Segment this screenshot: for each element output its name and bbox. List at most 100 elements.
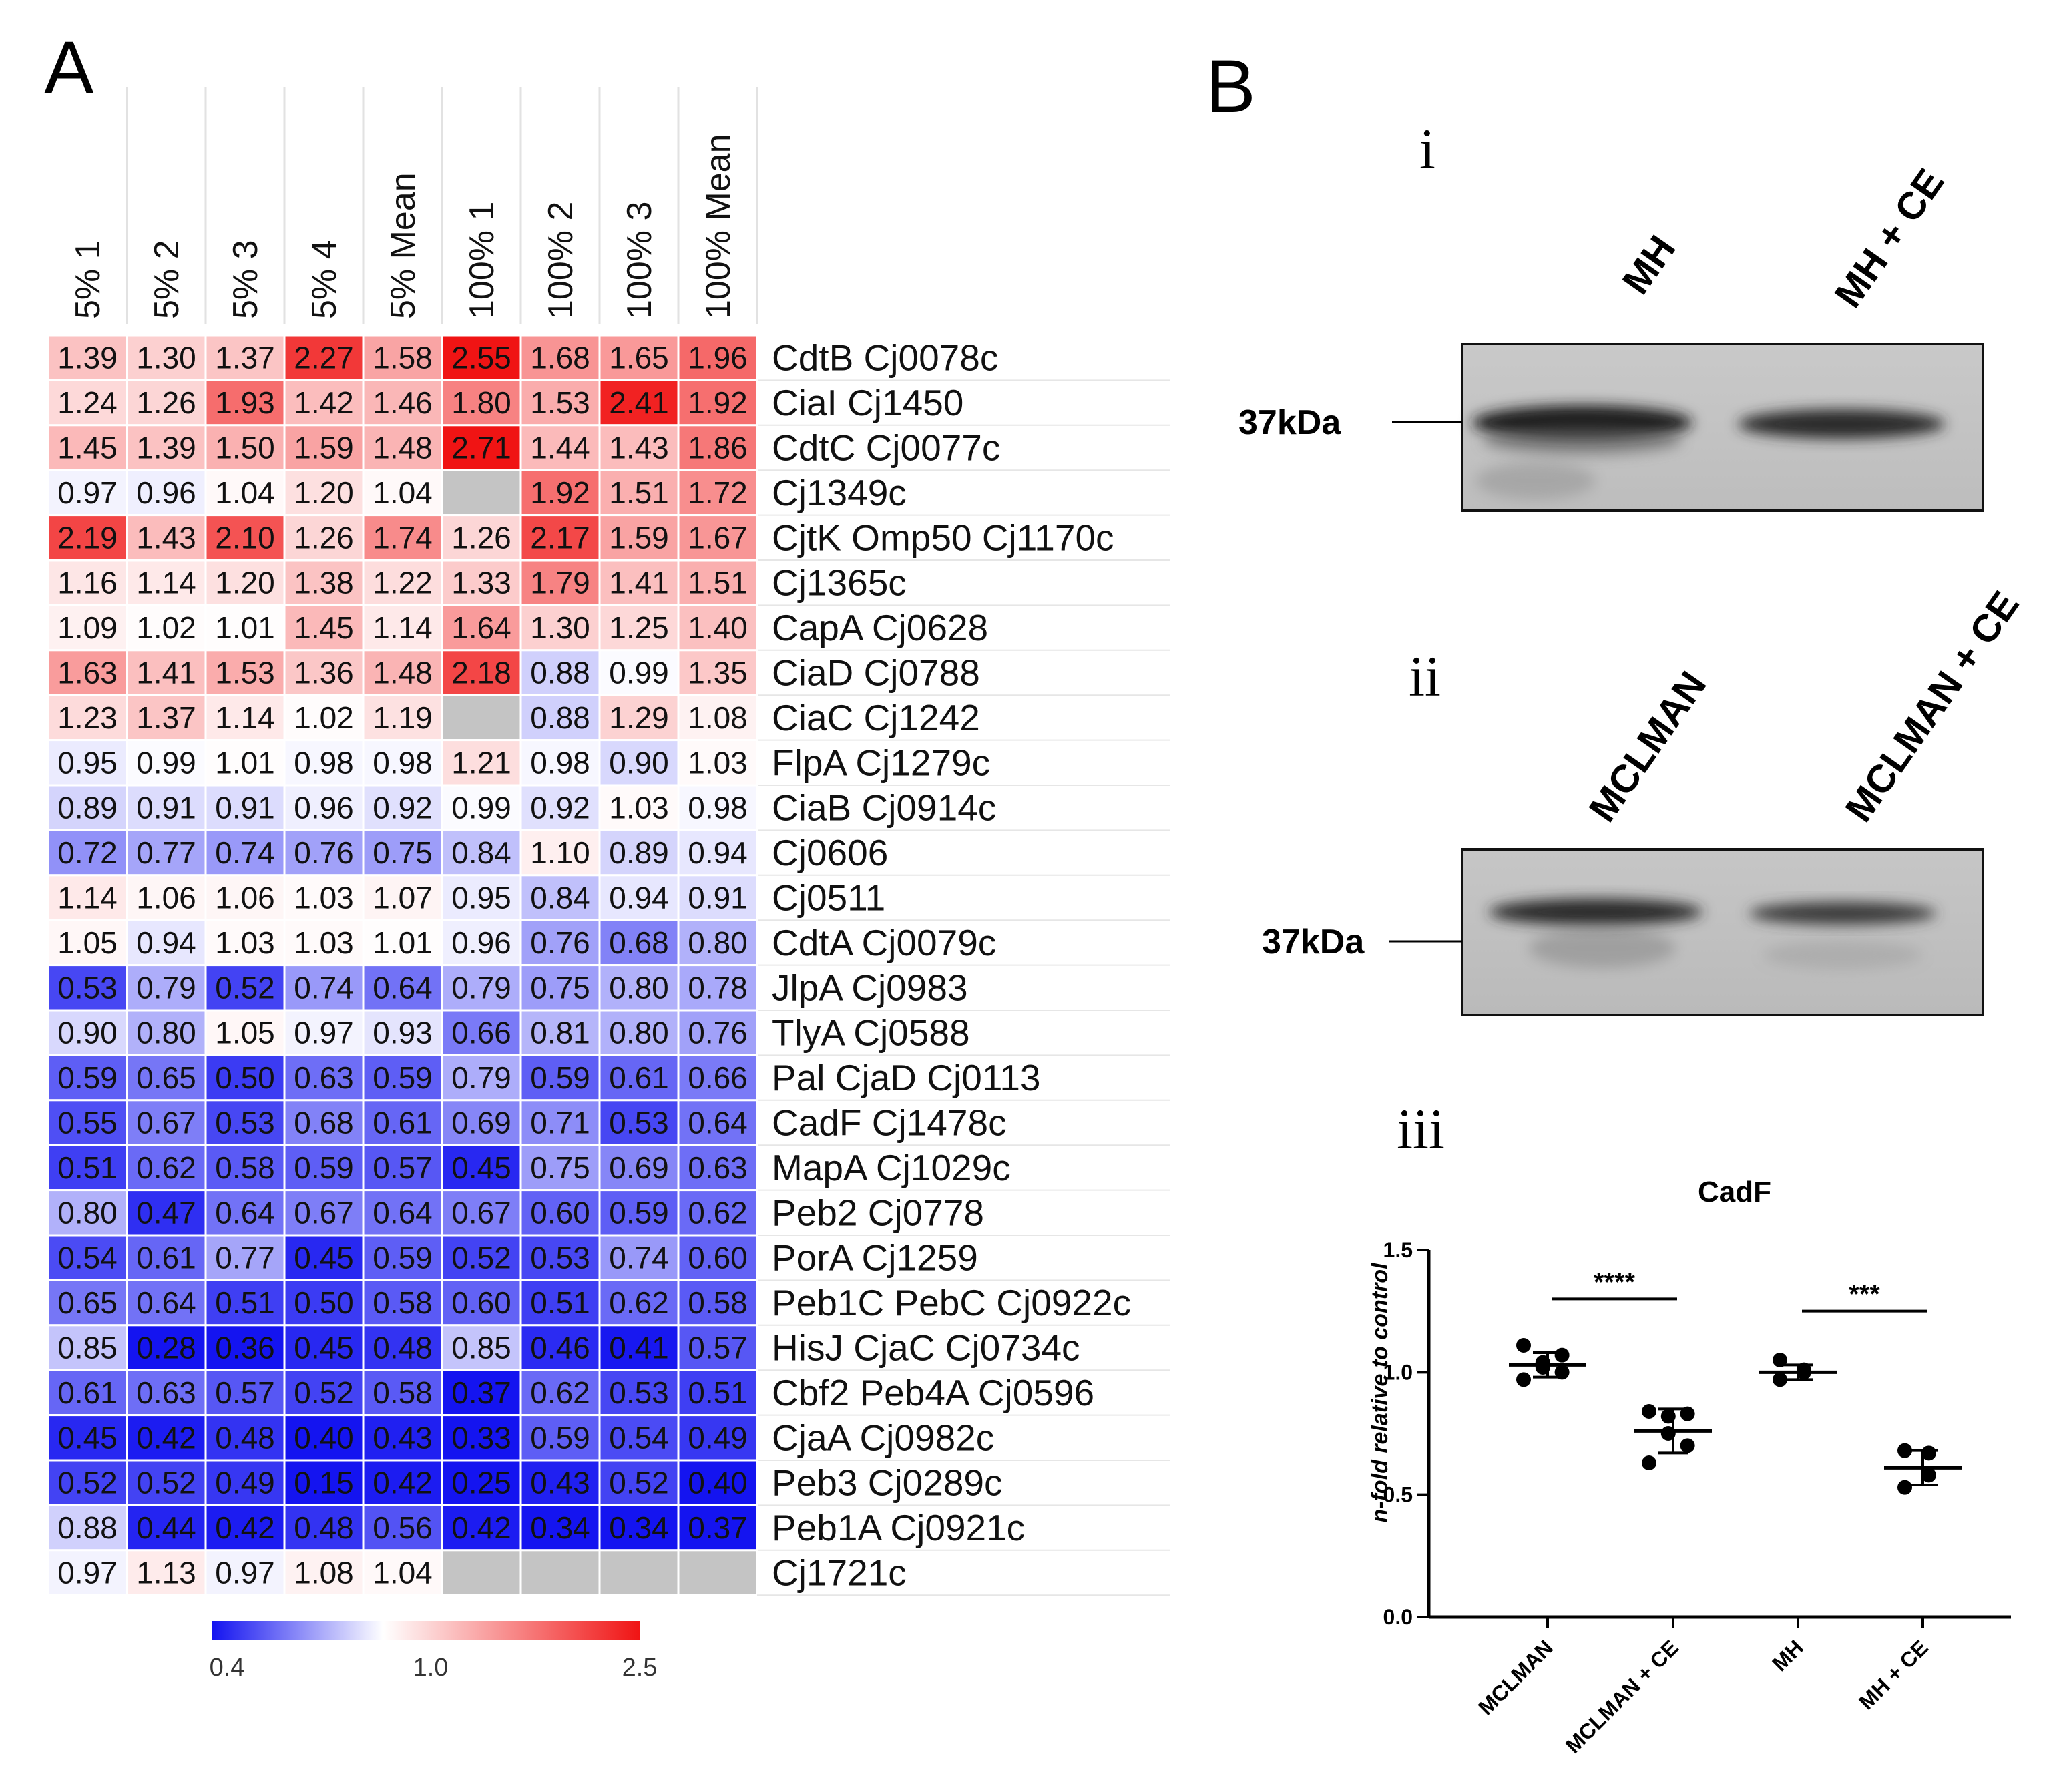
- heatmap-cell: [283, 1279, 365, 1327]
- heatmap-cell-value: 1.19: [373, 700, 433, 735]
- dotplot-point: [1773, 1353, 1787, 1367]
- heatmap-cell-value: 0.15: [294, 1466, 354, 1500]
- dotplot-ylabel: n-fold relative to control: [1367, 1262, 1393, 1523]
- heatmap-cell-value: 0.37: [451, 1375, 511, 1410]
- heatmap-cell-value: 0.60: [530, 1195, 590, 1230]
- heatmap-cell: [677, 1234, 758, 1281]
- heatmap-cell-value: 1.39: [57, 341, 118, 375]
- heatmap-cell-value: 0.60: [451, 1285, 511, 1320]
- heatmap-cell: [204, 784, 286, 831]
- heatmap-cell-value: 0.63: [294, 1060, 354, 1095]
- heatmap-cell: [283, 829, 365, 877]
- heatmap-cell-value: 0.53: [530, 1241, 590, 1275]
- heatmap-cell: [204, 604, 286, 652]
- heatmap-cell: [598, 784, 680, 831]
- heatmap-cell-value: 0.97: [294, 1016, 354, 1050]
- heatmap-cell-value: 0.72: [57, 835, 118, 870]
- heatmap-cell-value: 0.93: [373, 1016, 433, 1050]
- heatmap-cell: [441, 784, 522, 831]
- color-scale-tick-max: 2.5: [622, 1654, 658, 1682]
- heatmap-cell: [519, 919, 601, 967]
- heatmap-cell-value: 0.97: [215, 1556, 275, 1590]
- heatmap-cell-value: 0.97: [57, 475, 118, 510]
- dotplot-y-tick-label: 1.0: [1383, 1360, 1413, 1384]
- heatmap-cell-value: 0.92: [373, 791, 433, 825]
- heatmap-cell-value: 0.52: [294, 1375, 354, 1410]
- heatmap-cell-value: 1.44: [530, 431, 590, 465]
- dotplot-point: [1554, 1365, 1570, 1380]
- heatmap-cell-value: 1.93: [215, 385, 275, 420]
- heatmap-cell: [126, 739, 207, 787]
- heatmap-cell-value: 0.59: [609, 1195, 669, 1230]
- heatmap-cell-value: 0.68: [294, 1106, 354, 1140]
- heatmap-cell: [47, 379, 128, 427]
- heatmap-cell-value: 0.58: [688, 1285, 748, 1320]
- heatmap-cell-value: 0.64: [373, 970, 433, 1005]
- heatmap-cell-value: 2.18: [451, 656, 511, 690]
- heatmap-cell-value: 2.10: [215, 520, 275, 555]
- heatmap-cell-value: 0.59: [373, 1060, 433, 1095]
- heatmap-cell-value: 0.78: [688, 970, 748, 1005]
- heatmap: 5% 1 5% 2 5% 3 5% 4 5% Mean 100% 1 100% 2 100% …: [47, 87, 1170, 1596]
- heatmap-cell-value: 0.64: [373, 1195, 433, 1230]
- heatmap-cell: [126, 1549, 207, 1596]
- dotplot-title: CadF: [1698, 1176, 1771, 1208]
- row-label: CdtB Cj0078c: [772, 337, 998, 379]
- heatmap-cell-value: 0.79: [136, 970, 196, 1005]
- column-header: 5% 3: [226, 240, 265, 319]
- heatmap-cell-value: 1.63: [57, 656, 118, 690]
- heatmap-cell-value: 0.50: [215, 1060, 275, 1095]
- heatmap-cell-value: 0.69: [451, 1106, 511, 1140]
- heatmap-cell: [283, 964, 365, 1012]
- heatmap-cell: [204, 1459, 286, 1506]
- panel-letter-a: A: [44, 26, 94, 109]
- heatmap-cell: [204, 1504, 286, 1552]
- column-header: 5% Mean: [384, 172, 423, 319]
- color-scale-tick-min: 0.4: [210, 1654, 245, 1682]
- heatmap-cell-value: 0.74: [609, 1241, 669, 1275]
- heatmap-cell: [283, 424, 365, 471]
- heatmap-cell-value: 0.96: [294, 791, 354, 825]
- blot-ii-marker-label: 37kDa: [1262, 923, 1365, 961]
- heatmap-cell-value: 0.58: [373, 1375, 433, 1410]
- heatmap-cell-value: 0.88: [530, 700, 590, 735]
- heatmap-cell: [677, 874, 758, 921]
- heatmap-cell: [677, 334, 758, 381]
- heatmap-cell: [362, 379, 443, 427]
- heatmap-cell: [677, 1054, 758, 1102]
- heatmap-cell-value: 0.92: [530, 791, 590, 825]
- heatmap-cell: [362, 1234, 443, 1281]
- heatmap-cell-value: 1.21: [451, 745, 511, 780]
- row-label: Peb1A Cj0921c: [772, 1507, 1025, 1548]
- heatmap-cell-value: 0.60: [688, 1241, 748, 1275]
- heatmap-cell: [47, 964, 128, 1012]
- heatmap-cell-value: 1.01: [373, 925, 433, 960]
- row-label: HisJ CjaC Cj0734c: [772, 1327, 1080, 1369]
- heatmap-cell-value: 0.59: [530, 1060, 590, 1095]
- heatmap-cell-value: 1.40: [688, 610, 748, 645]
- heatmap-cell: [362, 424, 443, 471]
- row-label: MapA Cj1029c: [772, 1147, 1011, 1188]
- heatmap-cell-value: 0.51: [688, 1375, 748, 1410]
- heatmap-cell-value: 0.59: [530, 1420, 590, 1455]
- dotplot: 0.0 0.5 1.0 1.5 MCLMAN MCLMAN + CE MH MH + CE **…: [1383, 1238, 2011, 1758]
- heatmap-cell-value: 0.49: [688, 1420, 748, 1455]
- heatmap-cell: [441, 1324, 522, 1371]
- heatmap-cell-value: 1.67: [688, 520, 748, 555]
- heatmap-cell-value: 0.62: [530, 1375, 590, 1410]
- heatmap-cell-value: 0.40: [294, 1420, 354, 1455]
- heatmap-cell: [362, 604, 443, 652]
- heatmap-cell: [362, 874, 443, 921]
- heatmap-cell-value: 1.14: [215, 700, 275, 735]
- heatmap-cell-value: 1.26: [294, 520, 354, 555]
- heatmap-cell-value: 0.55: [57, 1106, 118, 1140]
- heatmap-cell-value: 2.55: [451, 341, 511, 375]
- heatmap-cell-value: 1.26: [136, 385, 196, 420]
- heatmap-cell-value: 0.77: [215, 1241, 275, 1275]
- heatmap-cell-value: 0.96: [136, 475, 196, 510]
- heatmap-cell-value: 0.62: [609, 1285, 669, 1320]
- heatmap-cell: [441, 469, 522, 517]
- heatmap-cell: [677, 1099, 758, 1146]
- heatmap-cell-value: 0.99: [609, 656, 669, 690]
